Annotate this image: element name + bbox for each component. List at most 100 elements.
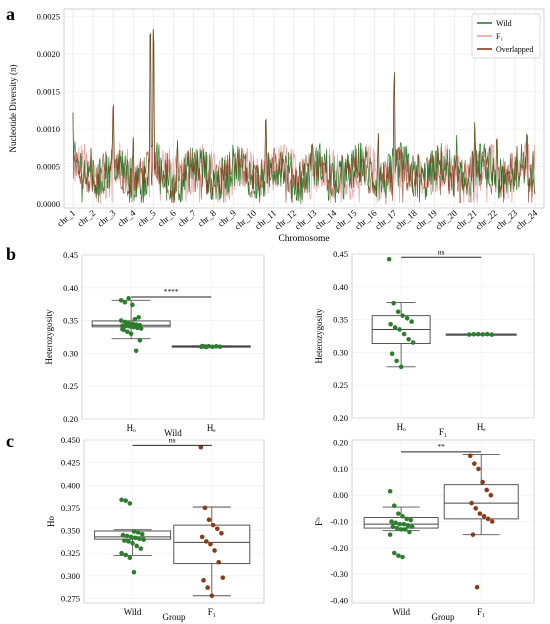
data-point	[204, 345, 209, 350]
data-point	[400, 555, 405, 560]
x-tick-label: Wild	[392, 607, 410, 617]
y-tick-label: 0.0025	[37, 12, 60, 22]
data-point	[411, 340, 416, 345]
x-axis-label: F₁	[439, 427, 447, 437]
data-point	[480, 332, 485, 337]
data-point	[396, 309, 401, 314]
data-point	[137, 536, 142, 541]
x-tick-label: chr_20	[433, 208, 459, 232]
data-point	[467, 332, 472, 337]
data-point	[472, 461, 477, 466]
x-tick-label: Wild	[124, 607, 142, 617]
significance-label: ****	[164, 287, 179, 296]
y-tick-label: 0.425	[61, 458, 80, 468]
x-tick-label: Hₒ	[127, 423, 136, 433]
plot-area	[82, 255, 264, 419]
x-tick-label: chr_24	[514, 208, 540, 232]
y-tick-label: 0.0000	[37, 199, 60, 209]
plot-area	[84, 440, 264, 603]
data-point	[407, 530, 412, 535]
y-tick-label: 0.350	[61, 526, 80, 536]
y-tick-label: 0.0010	[37, 124, 60, 134]
data-point	[485, 332, 490, 337]
x-tick-label: chr_7	[176, 208, 199, 229]
data-point	[218, 344, 223, 349]
data-point	[392, 503, 397, 508]
data-point	[389, 519, 394, 524]
panel-letter-b: b	[6, 244, 16, 264]
data-point	[392, 551, 397, 556]
data-point	[478, 511, 483, 516]
heterozygosity-wild-chart: 0.20 0.25 0.30 0.35 0.40 0.45 Hₒ Hₑ Wild Heterozy…	[44, 250, 264, 438]
y-axis-label: Fᴵˢ	[314, 517, 324, 526]
data-point	[388, 532, 393, 537]
data-point	[408, 518, 413, 523]
significance-label: **	[437, 442, 445, 451]
data-point	[128, 555, 133, 560]
data-point	[119, 497, 124, 502]
data-point	[471, 332, 476, 337]
y-tick-label: 0.20	[63, 414, 78, 424]
data-point	[123, 553, 128, 558]
data-point	[388, 489, 393, 494]
data-point	[388, 322, 393, 327]
y-tick-label: 0.25	[63, 381, 78, 391]
data-point	[393, 521, 398, 526]
x-tick-label: chr_22	[474, 208, 500, 232]
y-tick-label: -0.10	[330, 517, 348, 527]
data-point	[126, 539, 131, 544]
panel-letter-c: c	[6, 431, 14, 451]
data-point	[138, 338, 143, 343]
data-point	[212, 548, 217, 553]
data-point	[486, 517, 491, 522]
data-point	[203, 506, 208, 511]
data-point	[399, 527, 404, 532]
x-tick-label: chr_16	[353, 208, 379, 232]
data-point	[404, 517, 409, 522]
data-point	[395, 526, 400, 531]
data-point	[126, 296, 131, 301]
data-point	[490, 519, 495, 524]
data-point	[403, 527, 408, 532]
x-tick-label: chr_11	[253, 208, 278, 232]
y-tick-label: 0.35	[63, 316, 78, 326]
x-tick-label: chr_3	[95, 208, 118, 229]
data-point	[397, 522, 402, 527]
nucleotide-diversity-chart: chr_1chr_2chr_3chr_4chr_5chr_6chr_7chr_8…	[8, 9, 544, 244]
data-point	[397, 327, 402, 332]
data-point	[480, 480, 485, 485]
y-tick-label: 0.450	[61, 435, 80, 445]
data-point	[400, 514, 405, 519]
x-tick-label: chr_4	[115, 208, 138, 229]
data-point	[406, 337, 411, 342]
data-point	[405, 316, 410, 321]
data-point	[215, 526, 220, 531]
data-point	[139, 326, 144, 331]
data-point	[391, 524, 396, 529]
y-tick-label: 0.30	[333, 347, 348, 357]
x-tick-label: chr_15	[333, 208, 359, 232]
data-point	[136, 315, 141, 320]
significance-label: ns	[169, 435, 176, 444]
ho-by-group-chart: 0.2750.3000.3250.3500.3750.4000.4250.450…	[46, 435, 264, 622]
data-point	[489, 493, 494, 498]
data-point	[482, 514, 487, 519]
data-point	[119, 551, 124, 556]
y-tick-label: 0.400	[61, 480, 80, 490]
x-tick-label: chr_18	[393, 208, 419, 232]
x-tick-label: chr_10	[232, 208, 258, 232]
data-point	[141, 537, 146, 542]
legend-label: Overlapped	[496, 45, 533, 54]
x-tick-label: Hₒ	[397, 422, 406, 432]
y-tick-label: -0.40	[330, 595, 348, 605]
data-point	[387, 257, 392, 262]
data-point	[130, 541, 135, 546]
data-point	[210, 593, 215, 598]
x-tick-label: chr_19	[413, 208, 439, 232]
data-point	[205, 585, 210, 590]
data-point	[125, 534, 130, 539]
y-tick-label: -0.30	[330, 569, 348, 579]
data-point	[133, 536, 138, 541]
x-tick-label: F₁	[477, 607, 485, 617]
y-tick-label: 0.300	[61, 571, 80, 581]
